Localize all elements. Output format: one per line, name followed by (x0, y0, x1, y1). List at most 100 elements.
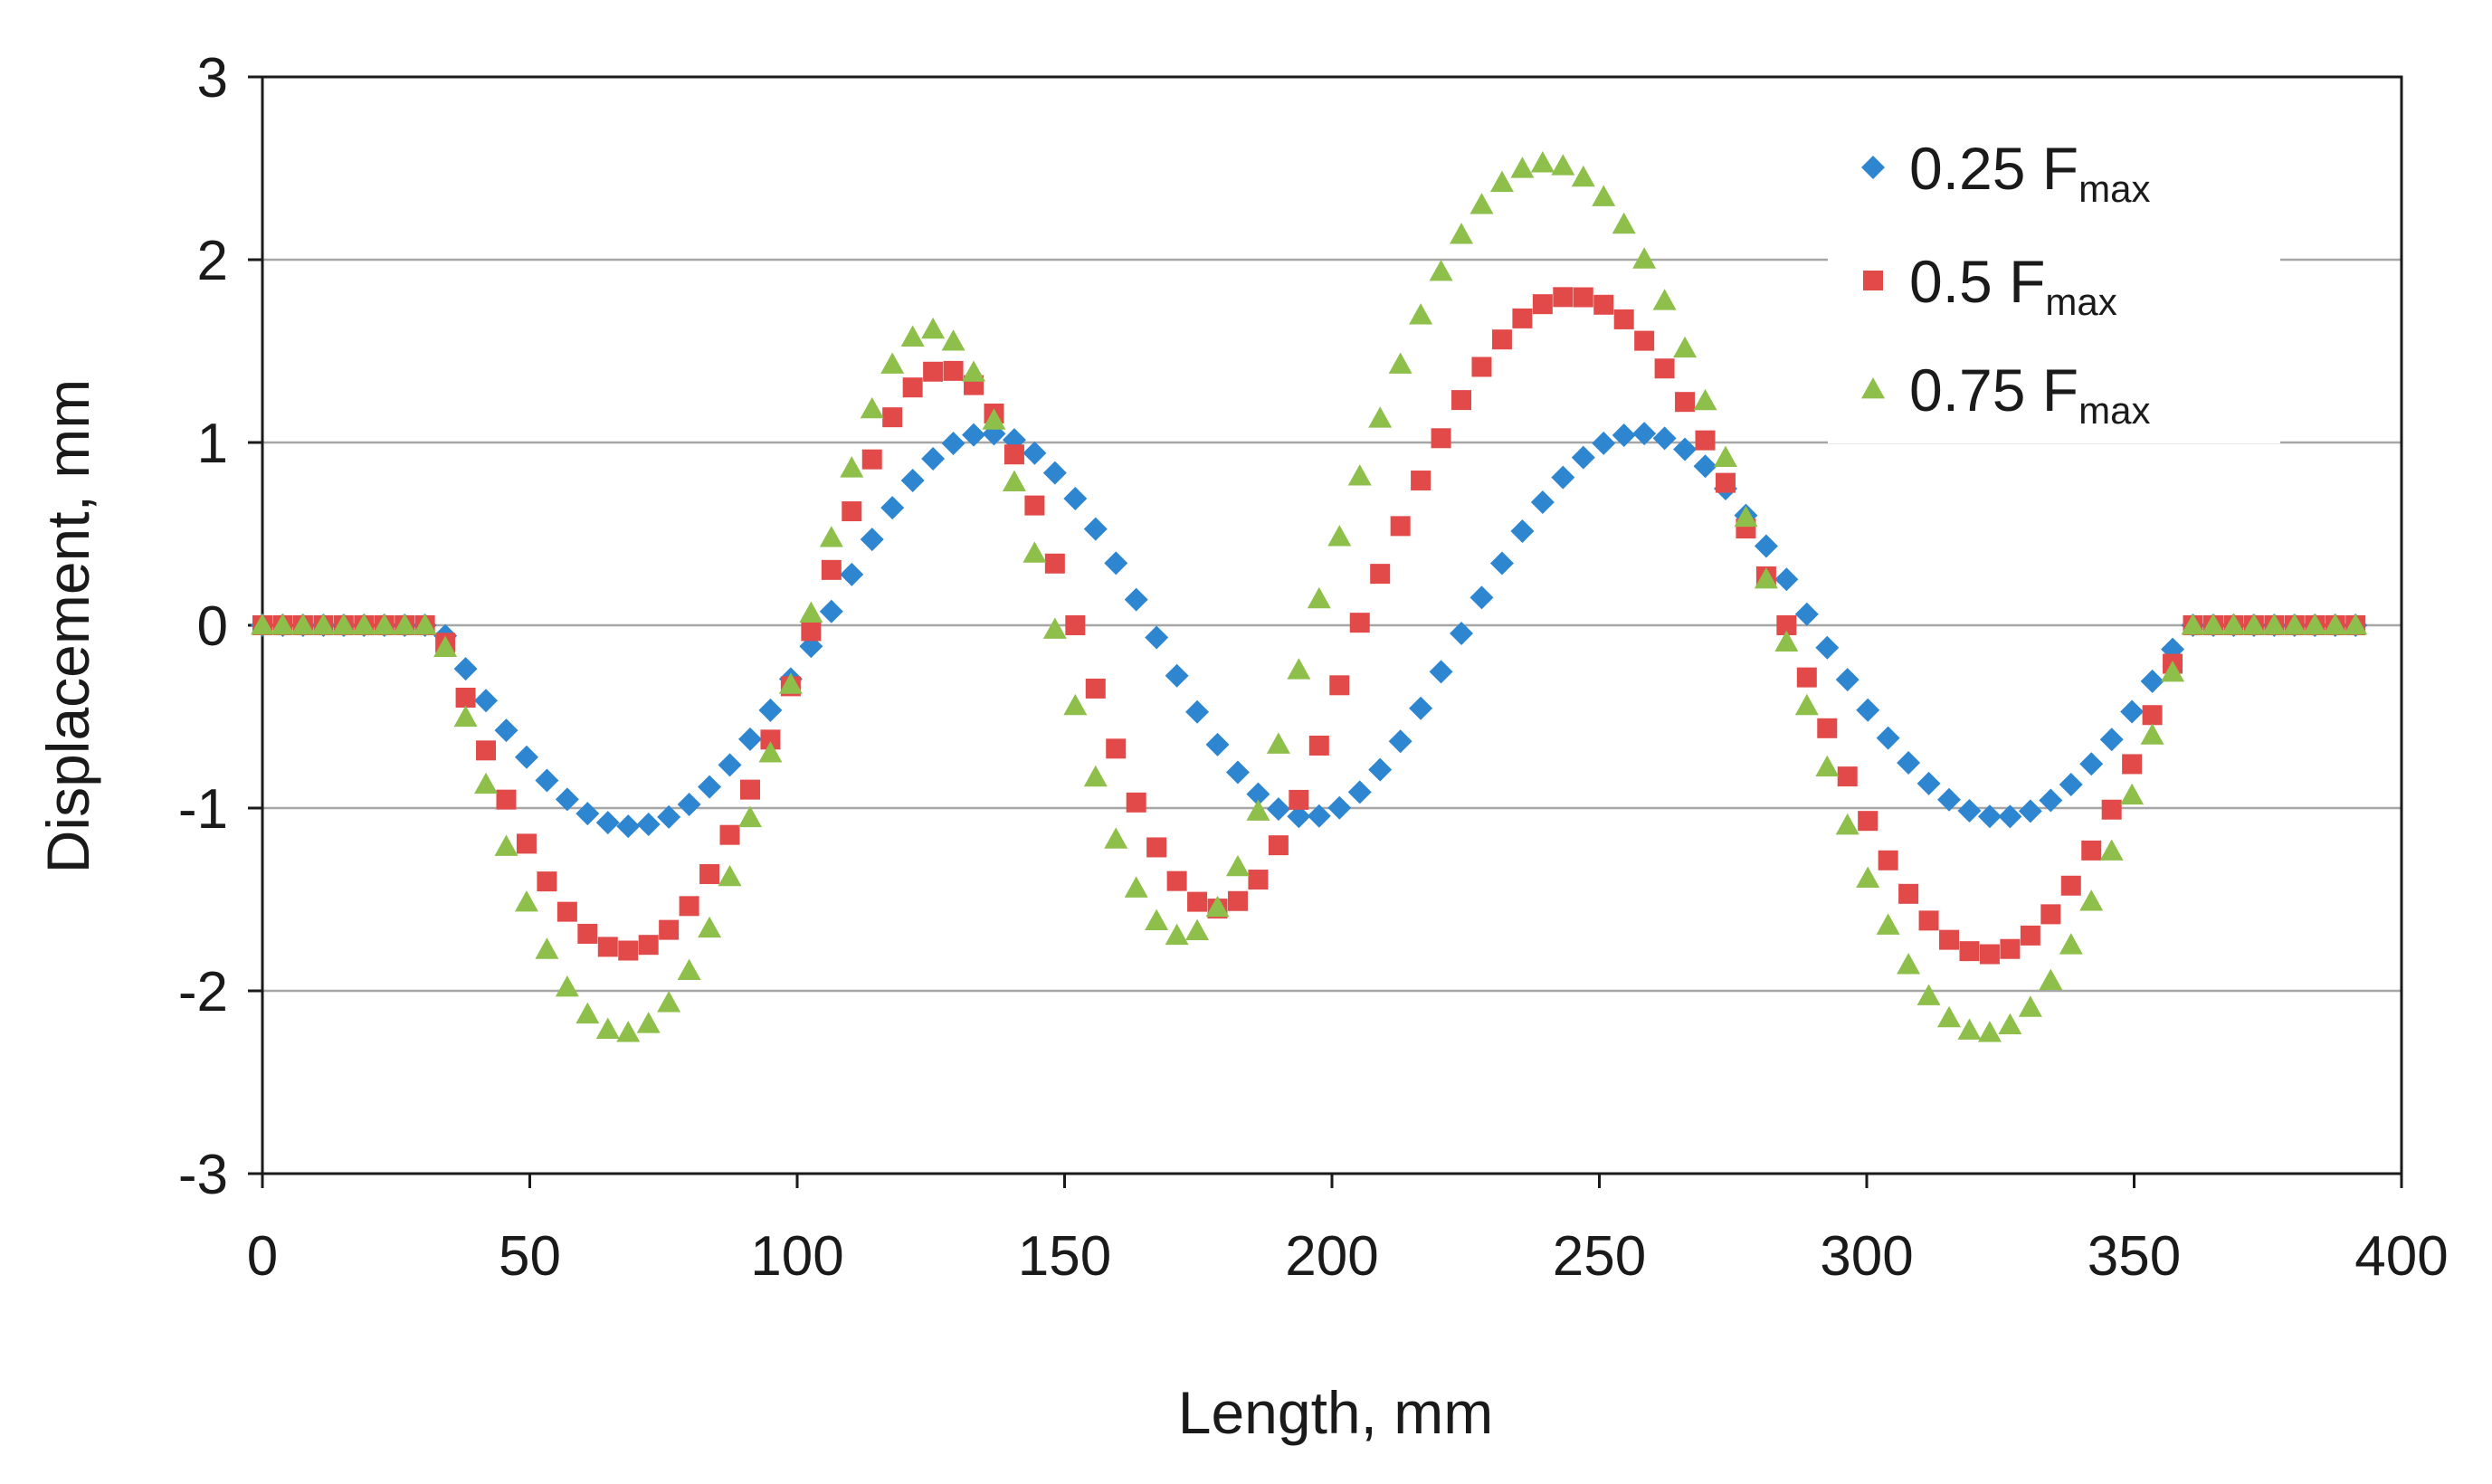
data-point (1754, 534, 1778, 558)
data-point (1329, 675, 1350, 696)
data-point (1553, 287, 1574, 308)
data-point (1470, 585, 1494, 610)
data-point (900, 325, 925, 347)
data-point (1227, 890, 1248, 911)
data-point (616, 1021, 641, 1042)
data-point (2161, 661, 2185, 682)
data-point (1937, 787, 1962, 812)
data-point (2079, 889, 2104, 911)
data-point (1287, 804, 1311, 829)
x-axis-title: Length, mm (1178, 1379, 1494, 1446)
data-point (1817, 718, 1838, 738)
data-point (1205, 895, 1230, 918)
data-point (331, 614, 356, 635)
data-point (2059, 772, 2083, 796)
data-point (535, 937, 559, 959)
data-point (1713, 445, 1737, 467)
data-point (1124, 587, 1148, 612)
data-point (1451, 390, 1472, 411)
data-point (618, 940, 639, 961)
data-point (1551, 154, 1575, 176)
data-point (577, 923, 598, 944)
data-point (1145, 908, 1169, 930)
data-point (1044, 553, 1065, 574)
data-point (595, 1017, 620, 1039)
data-point (1898, 883, 1919, 904)
data-point (1370, 564, 1391, 585)
data-point (575, 1002, 600, 1024)
data-point (1612, 423, 1636, 447)
data-point (2262, 614, 2287, 635)
data-point (758, 741, 783, 763)
data-point (1612, 212, 1636, 234)
data-point (1390, 516, 1411, 537)
data-point (1977, 1021, 2002, 1042)
data-point (2181, 614, 2205, 635)
data-point (2282, 614, 2307, 635)
data-point (1897, 953, 1921, 975)
data-point (923, 361, 944, 382)
x-tick-label-2: 100 (750, 1225, 843, 1288)
data-point (1409, 303, 1433, 325)
data-point (1593, 294, 1614, 315)
data-point (537, 871, 557, 892)
data-point (2122, 754, 2143, 775)
data-point (1225, 760, 1250, 785)
data-point (737, 805, 762, 828)
legend-label-subscript: max (2045, 281, 2116, 323)
data-point (2039, 968, 2063, 990)
data-point (1065, 615, 1086, 635)
series-layer (251, 151, 2368, 1042)
data-point (1388, 352, 1412, 374)
data-point (1388, 729, 1412, 754)
data-point (1917, 984, 1941, 1005)
data-point (1106, 738, 1127, 759)
data-point (1347, 464, 1372, 486)
data-point (1876, 726, 1900, 750)
data-point (2099, 728, 2124, 752)
data-point (1205, 732, 1230, 756)
data-point (659, 919, 680, 940)
data-point (2060, 875, 2081, 896)
data-point (1571, 165, 1595, 187)
data-point (2081, 840, 2102, 861)
data-point (1083, 765, 1108, 787)
data-point (1815, 635, 1840, 660)
data-point (2344, 614, 2368, 635)
data-point (1632, 422, 1657, 446)
legend-label-main: 0.25 F (1909, 135, 2078, 202)
data-point (535, 768, 559, 793)
data-point (778, 672, 803, 694)
data-point (840, 456, 864, 478)
data-point (2303, 614, 2327, 635)
data-point (514, 745, 538, 769)
data-point (1512, 308, 1533, 328)
data-point (982, 408, 1006, 430)
data-point (636, 813, 661, 837)
data-point (1592, 431, 1616, 455)
y-tick-label-5: 2 (197, 230, 228, 292)
data-point (2101, 799, 2122, 820)
data-point (819, 526, 843, 547)
x-tick-label-5: 250 (1553, 1225, 1646, 1288)
data-point (1675, 392, 1696, 413)
data-point (1858, 811, 1879, 832)
data-point (575, 802, 600, 826)
data-point (1266, 732, 1290, 754)
data-point (1246, 782, 1270, 806)
data-point (2018, 995, 2042, 1017)
legend-marker-2 (1863, 271, 1883, 290)
data-point (1734, 505, 1758, 528)
data-point (1532, 294, 1553, 315)
data-point (474, 689, 499, 713)
data-point (1431, 428, 1451, 449)
data-point (2140, 723, 2164, 745)
data-point (1774, 630, 1799, 652)
y-tick-label-4: 1 (197, 413, 228, 475)
data-point (1266, 797, 1290, 822)
data-point (638, 935, 659, 956)
data-point (679, 896, 699, 917)
